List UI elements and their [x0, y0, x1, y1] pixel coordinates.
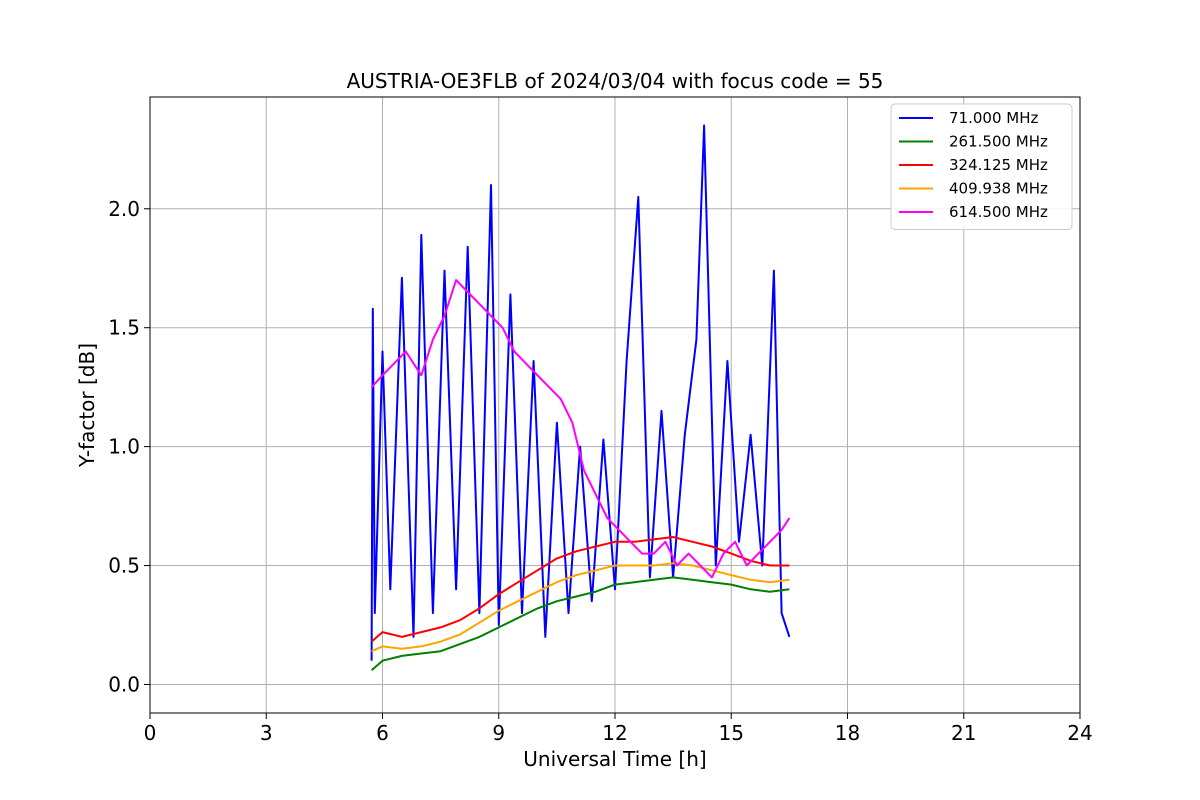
- legend-entry: 71.000 MHz: [949, 109, 1038, 127]
- series-line-0: [370, 124, 791, 661]
- legend-entry: 261.500 MHz: [949, 133, 1048, 151]
- legend-box: [890, 103, 1073, 230]
- x-tick-label: 3: [260, 721, 273, 745]
- x-tick-label: 0: [144, 721, 157, 745]
- chart-title: AUSTRIA-OE3FLB of 2024/03/04 with focus …: [347, 69, 884, 93]
- series-line-4: [370, 279, 791, 579]
- x-tick-label: 9: [492, 721, 505, 745]
- legend-entry: 409.938 MHz: [949, 180, 1048, 198]
- x-tick-label: 15: [719, 721, 744, 745]
- y-tick-label: 2.0: [108, 197, 140, 221]
- x-tick-label: 24: [1067, 721, 1092, 745]
- y-tick-label: 0.0: [108, 672, 140, 696]
- legend-entry: 614.500 MHz: [949, 203, 1048, 221]
- y-tick-label: 0.5: [108, 554, 140, 578]
- series-layer: [370, 124, 791, 671]
- series-line-2: [370, 536, 790, 643]
- x-tick-label: 18: [835, 721, 860, 745]
- x-axis-label: Universal Time [h]: [523, 747, 706, 771]
- x-tick-label: 21: [951, 721, 976, 745]
- y-tick-label: 1.0: [108, 435, 140, 459]
- x-tick-label: 6: [376, 721, 389, 745]
- y-axis-label: Y-factor [dB]: [75, 343, 99, 468]
- legend: 71.000 MHz 261.500 MHz 324.125 MHz 409.938 …: [890, 103, 1073, 230]
- x-ticks: 0 3 6 9 12 15 18 21 24: [144, 713, 1093, 745]
- series-line-3: [371, 562, 790, 653]
- x-tick-label: 12: [602, 721, 627, 745]
- series-line-1: [370, 576, 790, 671]
- y-tick-label: 1.5: [108, 316, 140, 340]
- y-ticks: 0.0 0.5 1.0 1.5 2.0: [108, 197, 150, 696]
- legend-entry: 324.125 MHz: [949, 156, 1048, 174]
